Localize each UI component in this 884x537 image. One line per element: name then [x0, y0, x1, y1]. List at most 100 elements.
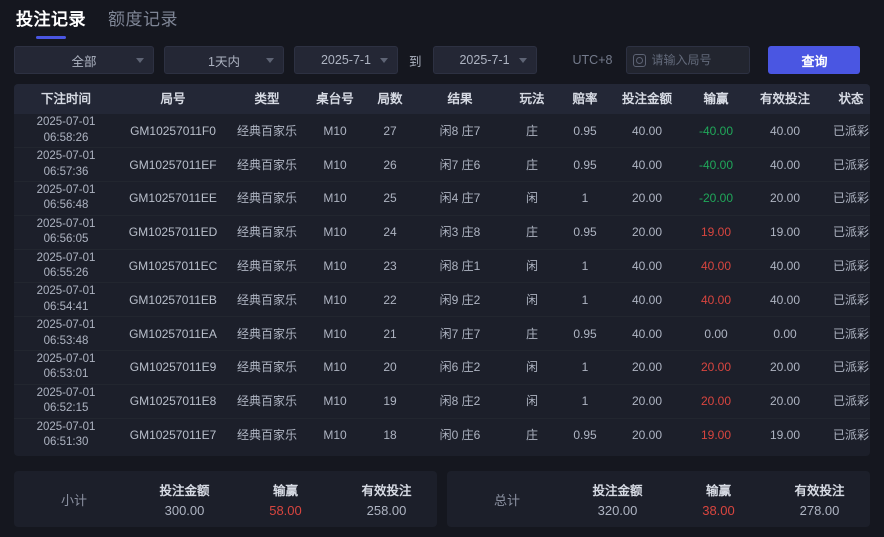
cell-result: 闲3 庄8 — [416, 215, 504, 250]
cell-status: 已派彩 — [822, 215, 870, 250]
bet-date: 2025-07-01 — [36, 116, 96, 129]
bet-date: 2025-07-01 — [36, 183, 96, 196]
table-header-row: 下注时间局号类型桌台号局数结果玩法赔率投注金额输赢有效投注状态游戏模式 — [14, 84, 870, 114]
table-row[interactable]: 2025-07-01 06:52:15 GM10257011E8 经典百家乐 M10 19… — [14, 384, 870, 419]
column-header-5: 结果 — [416, 84, 504, 114]
cell-game-type: 经典百家乐 — [228, 249, 306, 284]
cell-bet-time: 2025-07-01 06:57:36 — [14, 147, 118, 183]
cell-round-count: 20 — [364, 350, 416, 385]
table-row[interactable]: 2025-07-01 06:53:01 GM10257011E9 经典百家乐 M10 20… — [14, 350, 870, 385]
summary-item: 有效投注 278.00 — [769, 480, 870, 518]
cell-table-no: M10 — [306, 249, 364, 284]
summary-item: 投注金额 320.00 — [567, 480, 668, 518]
cell-valid-bet: 0.00 — [748, 316, 822, 352]
cell-win-loss: 20.00 — [684, 350, 748, 385]
bet-date: 2025-07-01 — [36, 217, 96, 230]
summary-item: 输赢 58.00 — [235, 480, 336, 518]
cell-result: 闲0 庄6 — [439, 428, 481, 443]
tab-credit-records-label: 额度记录 — [108, 10, 178, 29]
cell-win-loss: 19.00 — [700, 428, 732, 443]
cell-bet-time: 2025-07-01 06:51:30 — [14, 418, 118, 452]
table-row[interactable]: 2025-07-01 06:57:36 GM10257011EF 经典百家乐 M10 26… — [14, 147, 870, 183]
table-row[interactable]: 2025-07-01 06:54:41 GM10257011EB 经典百家乐 M10 22… — [14, 282, 870, 318]
cell-round-id: GM10257011EA — [118, 316, 228, 352]
round-search-box[interactable] — [626, 46, 751, 74]
column-header-11: 状态 — [822, 84, 870, 114]
time-range-select[interactable]: 1天内 — [164, 46, 284, 74]
cell-table-no: M10 — [306, 316, 364, 352]
cell-valid-bet: 19.00 — [769, 428, 801, 443]
bet-time: 06:53:01 — [43, 368, 89, 381]
cell-game-type: 经典百家乐 — [228, 147, 306, 183]
cell-table-no: M10 — [323, 428, 347, 443]
cell-result: 闲8 庄7 — [416, 114, 504, 149]
cell-odds: 1 — [560, 249, 610, 284]
date-from-picker[interactable]: 2025-7-1 — [294, 46, 398, 74]
column-header-8: 投注金额 — [610, 84, 684, 114]
bet-date: 2025-07-01 — [36, 150, 96, 163]
cell-odds: 1 — [560, 181, 610, 216]
game-type-select[interactable]: 全部 — [14, 46, 154, 74]
cell-round-count: 22 — [364, 282, 416, 318]
date-to-picker[interactable]: 2025-7-1 — [432, 46, 537, 74]
column-header-1: 局号 — [118, 84, 228, 114]
cell-bet-time: 2025-07-01 06:58:26 — [14, 114, 118, 149]
table-row[interactable]: 2025-07-01 06:56:05 GM10257011ED 经典百家乐 M10 24… — [14, 215, 870, 250]
cell-win-loss: -40.00 — [684, 147, 748, 183]
cell-play-type: 庄 — [504, 215, 560, 250]
round-number-icon — [633, 53, 647, 67]
cell-status: 已派彩 — [822, 147, 870, 183]
cell-play-type: 庄 — [504, 147, 560, 183]
tab-betting-records[interactable]: 投注记录 — [14, 1, 88, 39]
column-header-6: 玩法 — [504, 84, 560, 114]
game-type-select-value: 全部 — [71, 54, 97, 69]
bet-time: 06:53:48 — [43, 334, 89, 347]
bet-time: 06:57:36 — [43, 165, 89, 178]
cell-valid-bet: 20.00 — [748, 384, 822, 419]
cell-odds: 1 — [560, 384, 610, 419]
cell-round-id: GM10257011E9 — [118, 350, 228, 385]
cell-bet-time: 2025-07-01 06:53:48 — [14, 316, 118, 352]
table-row[interactable]: 2025-07-01 06:55:26 GM10257011EC 经典百家乐 M10 23… — [14, 249, 870, 284]
cell-play-type: 闲 — [504, 181, 560, 216]
query-button[interactable]: 查询 — [768, 46, 861, 74]
bet-date: 2025-07-01 — [36, 319, 96, 332]
bet-time: 06:56:48 — [43, 199, 89, 212]
cell-round-id: GM10257011ED — [118, 215, 228, 250]
table-row[interactable]: 2025-07-01 06:56:48 GM10257011EE 经典百家乐 M10 25… — [14, 181, 870, 216]
cell-bet-time: 2025-07-01 06:54:41 — [14, 282, 118, 318]
cell-result: 闲4 庄7 — [416, 181, 504, 216]
table-row[interactable]: 2025-07-01 06:53:48 GM10257011EA 经典百家乐 M10 21… — [14, 316, 870, 352]
cell-result: 闲7 庄6 — [416, 147, 504, 183]
date-from-value: 2025-7-1 — [320, 53, 372, 67]
column-header-2: 类型 — [228, 84, 306, 114]
table-head: 下注时间局号类型桌台号局数结果玩法赔率投注金额输赢有效投注状态游戏模式 — [14, 84, 870, 114]
bet-time: 06:56:05 — [43, 233, 89, 246]
cell-table-no: M10 — [306, 114, 364, 149]
cell-bet-time: 2025-07-01 06:52:15 — [14, 384, 118, 419]
tab-credit-records[interactable]: 额度记录 — [106, 1, 180, 39]
cell-status: 已派彩 — [832, 428, 869, 443]
cell-odds: 0.95 — [573, 428, 597, 443]
table-row[interactable]: 2025-07-01 06:58:26 GM10257011F0 经典百家乐 M10 27… — [14, 114, 870, 149]
cell-status: 已派彩 — [822, 350, 870, 385]
cell-round-id: GM10257011E8 — [118, 384, 228, 419]
cell-bet-amount: 20.00 — [610, 181, 684, 216]
cell-bet-amount: 20.00 — [631, 428, 663, 443]
table-row[interactable]: 2025-07-01 06:51:30 GM10257011E7 经典百家乐 M10 18… — [14, 418, 870, 452]
cell-round-count: 25 — [364, 181, 416, 216]
cell-win-loss: 40.00 — [684, 249, 748, 284]
cell-table-no: M10 — [306, 384, 364, 419]
table-body: 2025-07-01 06:58:26 GM10257011F0 经典百家乐 M10 27… — [14, 114, 870, 452]
bet-date: 2025-07-01 — [36, 251, 96, 264]
cell-game-type: 经典百家乐 — [228, 282, 306, 318]
cell-game-type: 经典百家乐 — [228, 181, 306, 216]
cell-bet-amount: 20.00 — [610, 384, 684, 419]
cell-play-type: 闲 — [504, 384, 560, 419]
cell-round-count: 26 — [364, 147, 416, 183]
search-input[interactable] — [651, 53, 744, 67]
cell-valid-bet: 40.00 — [748, 114, 822, 149]
cell-game-type: 经典百家乐 — [228, 215, 306, 250]
cell-round-id: GM10257011EE — [118, 181, 228, 216]
